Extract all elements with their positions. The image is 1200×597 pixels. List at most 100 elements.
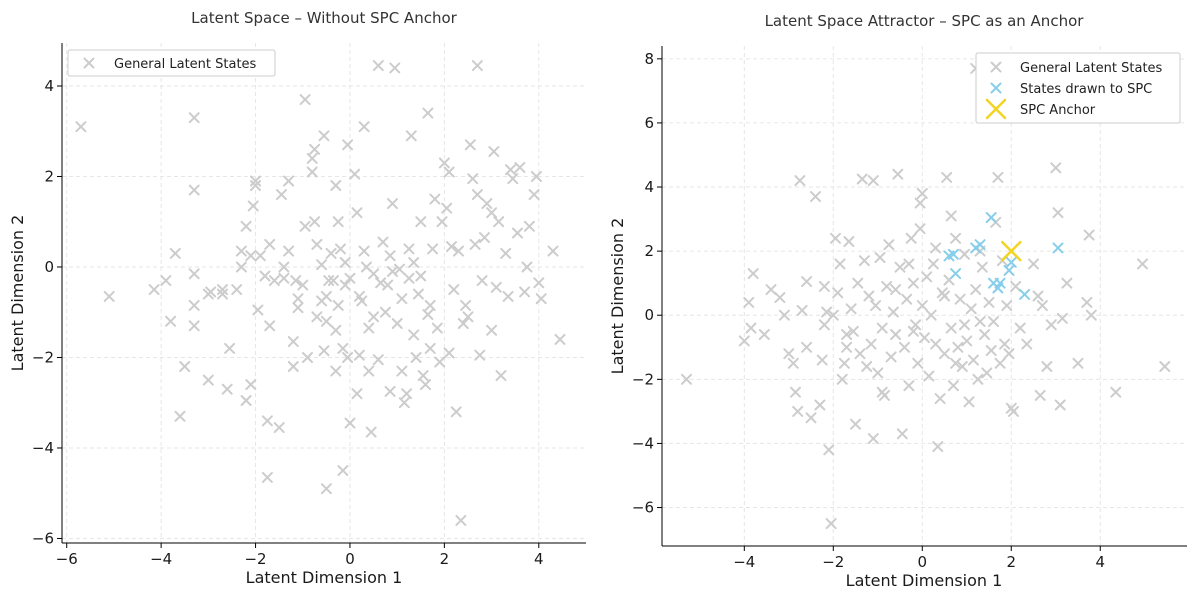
left-point-general-latent-states [217, 288, 228, 300]
left-point-general-latent-states [422, 309, 434, 320]
right-point-general-latent-states [810, 191, 821, 203]
right-point-general-latent-states [959, 248, 970, 260]
right-legend-marker-general [990, 61, 1002, 73]
right-legend-marker-anchor [985, 98, 1007, 120]
right-legend: General Latent States States drawn to SP… [975, 52, 1181, 124]
left-point-general-latent-states [398, 397, 410, 409]
left-point-general-latent-states [379, 306, 391, 318]
left-point-general-latent-states [259, 270, 271, 282]
left-point-general-latent-states [261, 415, 273, 427]
left-y-tick-label: 0 [44, 258, 54, 276]
right-point-general-latent-states [914, 223, 926, 235]
right-point-general-latent-states [988, 316, 999, 328]
right-point-general-latent-states [1110, 386, 1122, 398]
right-point-general-latent-states [821, 306, 833, 318]
left-point-general-latent-states [302, 352, 313, 363]
left-point-general-latent-states [415, 216, 427, 228]
right-x-tick-label: −4 [733, 553, 755, 571]
left-point-general-latent-states [424, 342, 436, 354]
left-point-general-latent-states [486, 324, 498, 336]
right-point-general-latent-states [910, 319, 922, 331]
right-point-spc-anchor [1001, 240, 1022, 262]
left-y-tick-label: 2 [44, 167, 54, 185]
left-point-general-latent-states [330, 365, 342, 377]
right-point-general-latent-states [939, 348, 950, 360]
left-point-general-latent-states [490, 281, 502, 293]
left-point-general-latent-states [309, 143, 321, 155]
right-point-general-latent-states [916, 187, 928, 199]
right-y-tick-label: −4 [632, 434, 654, 452]
right-point-states-drawn-to-spc [950, 268, 962, 280]
right-point-general-latent-states [885, 351, 897, 363]
right-point-states-drawn-to-spc [994, 277, 1006, 289]
right-point-general-latent-states [1159, 361, 1171, 372]
right-point-general-latent-states [927, 258, 939, 270]
left-point-general-latent-states [264, 238, 276, 250]
left-point-general-latent-states [448, 284, 460, 296]
right-point-general-latent-states [838, 357, 850, 369]
left-point-general-latent-states [292, 293, 304, 305]
right-point-general-latent-states [912, 357, 924, 369]
left-point-general-latent-states [290, 275, 302, 287]
left-point-general-latent-states [306, 152, 318, 164]
left-point-general-latent-states [278, 272, 290, 284]
left-point-general-latent-states [318, 345, 330, 357]
left-point-general-latent-states [512, 227, 523, 239]
right-point-general-latent-states [956, 361, 968, 372]
left-point-general-latent-states [188, 299, 200, 311]
right-x-tick-label: 2 [1006, 553, 1016, 571]
left-point-general-latent-states [467, 173, 479, 185]
left-point-general-latent-states [292, 302, 304, 314]
left-point-general-latent-states [446, 241, 457, 253]
left-point-general-latent-states [365, 426, 377, 438]
left-point-general-latent-states [273, 422, 285, 434]
right-point-general-latent-states [823, 444, 835, 456]
right-point-general-latent-states [932, 441, 944, 453]
right-point-general-latent-states [1085, 309, 1097, 321]
left-point-general-latent-states [469, 238, 481, 250]
left-point-general-latent-states [103, 290, 115, 302]
left-point-general-latent-states [507, 173, 519, 185]
left-point-general-latent-states [330, 180, 342, 191]
right-point-general-latent-states [994, 357, 1006, 369]
left-legend: General Latent States [67, 49, 276, 77]
left-point-general-latent-states [519, 286, 531, 298]
left-point-general-latent-states [455, 514, 467, 526]
right-point-general-latent-states [1010, 280, 1022, 292]
right-x-tick-label: 0 [918, 553, 928, 571]
left-point-general-latent-states [375, 277, 387, 289]
right-point-general-latent-states [1083, 229, 1095, 241]
right-point-general-latent-states [923, 370, 935, 382]
left-point-general-latent-states [188, 268, 200, 280]
left-x-tick-label: 2 [440, 550, 450, 568]
left-point-general-latent-states [240, 220, 252, 232]
left-point-general-latent-states [453, 245, 464, 257]
left-point-general-latent-states [240, 395, 252, 406]
right-point-general-latent-states [894, 261, 906, 273]
right-point-general-latent-states [834, 258, 846, 270]
right-point-general-latent-states [796, 304, 808, 316]
right-point-general-latent-states [825, 518, 837, 530]
left-point-general-latent-states [412, 288, 424, 300]
left-point-general-latent-states [217, 284, 228, 296]
left-point-general-latent-states [460, 299, 472, 311]
right-point-general-latent-states [794, 175, 806, 187]
right-point-general-latent-states [765, 284, 777, 296]
right-point-general-latent-states [925, 309, 937, 321]
left-point-general-latent-states [427, 243, 439, 255]
left-point-general-latent-states [179, 361, 191, 372]
right-point-general-latent-states [845, 303, 857, 315]
right-point-general-latent-states [903, 380, 915, 392]
left-point-general-latent-states [434, 356, 446, 368]
left-point-general-latent-states [351, 207, 363, 219]
right-point-general-latent-states [992, 171, 1004, 183]
right-y-tick-label: 0 [644, 306, 654, 324]
left-point-general-latent-states [320, 315, 332, 327]
left-chart-title: Latent Space – Without SPC Anchor [191, 9, 457, 27]
right-point-general-latent-states [850, 418, 861, 430]
left-point-general-latent-states [387, 266, 398, 277]
left-point-general-latent-states [405, 130, 417, 142]
left-x-tick-label: −4 [150, 550, 172, 568]
right-point-general-latent-states [805, 412, 817, 424]
